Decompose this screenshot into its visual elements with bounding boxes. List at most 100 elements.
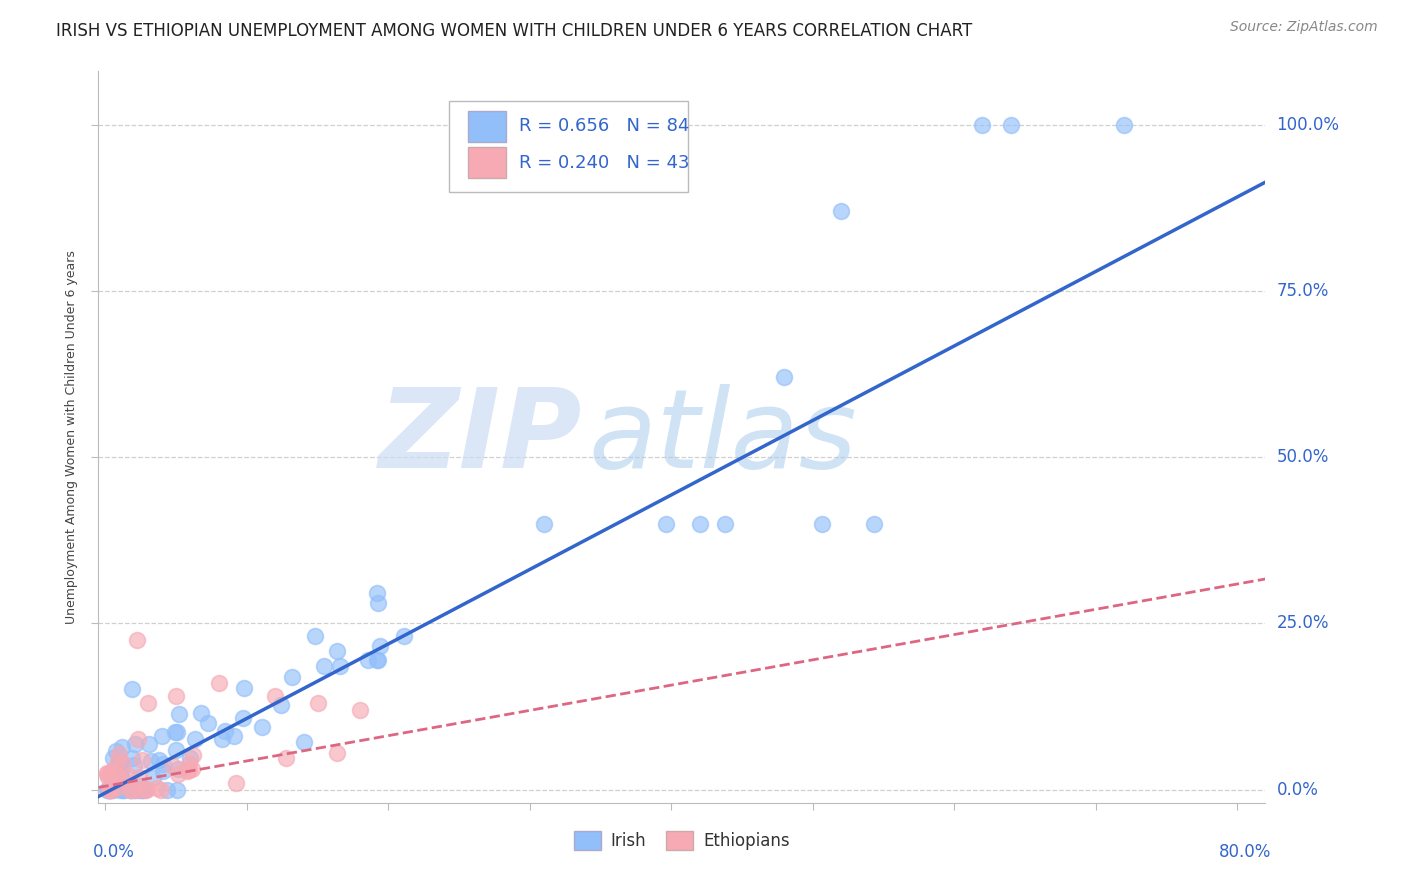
Point [105,768,128,782]
Text: R = 0.240   N = 43: R = 0.240 N = 43 [519,153,689,172]
Point [773,370,796,384]
Point [120,782,142,797]
Point [533,516,555,531]
Text: R = 0.656   N = 84: R = 0.656 N = 84 [519,117,689,136]
Point [1112,118,1135,132]
Point [100,782,122,797]
Point [270,698,292,712]
Point [105,771,128,785]
Point [104,744,127,758]
Point [181,763,204,777]
Text: 75.0%: 75.0% [1277,282,1329,300]
Point [367,653,389,667]
Point [312,659,335,673]
Point [98,782,121,797]
Point [326,644,349,658]
Point [128,779,150,793]
Point [107,754,129,768]
Point [167,762,190,776]
Point [98,765,121,780]
Point [181,748,204,763]
Point [152,764,174,778]
Text: atlas: atlas [589,384,858,491]
Point [197,716,219,731]
Point [811,516,834,531]
Point [233,681,256,696]
Point [97,770,120,784]
Point [177,756,200,771]
Point [211,732,233,747]
Point [100,782,122,797]
Point [118,780,141,795]
Point [101,782,124,797]
Point [225,776,247,790]
Point [167,766,190,780]
Point [111,782,134,797]
Point [863,516,886,531]
Point [179,764,201,778]
Point [281,670,304,684]
Point [128,770,150,784]
Point [120,782,142,797]
Legend: Irish, Ethiopians: Irish, Ethiopians [568,824,796,856]
Point [111,756,134,771]
Point [357,653,380,667]
Point [134,782,156,797]
Point [367,596,389,610]
Point [121,681,143,696]
Point [184,731,207,746]
Point [190,706,212,720]
Point [392,629,415,643]
Point [110,768,132,782]
Point [96,766,118,780]
Point [329,659,352,673]
Point [304,629,326,643]
Point [96,782,118,797]
Point [110,756,132,770]
Point [97,782,120,797]
Text: 0.0%: 0.0% [93,843,135,861]
Text: 25.0%: 25.0% [1277,615,1329,632]
Point [152,757,174,772]
Text: 0.0%: 0.0% [1277,780,1319,798]
Point [105,780,128,794]
Text: 100.0%: 100.0% [1277,116,1340,134]
Point [136,696,159,710]
Point [232,711,254,725]
Point [120,782,142,797]
Point [208,676,231,690]
Point [689,516,711,531]
Point [165,743,187,757]
Point [366,586,388,600]
Point [131,753,153,767]
Point [98,782,121,797]
Point [124,737,146,751]
Point [972,118,994,132]
Point [138,737,160,751]
Point [654,516,676,531]
Point [307,696,329,710]
Point [714,516,737,531]
Point [366,653,388,667]
Point [118,769,141,783]
Point [135,781,157,796]
FancyBboxPatch shape [468,147,506,178]
Point [111,739,134,754]
Point [222,730,245,744]
Point [121,750,143,764]
Point [166,782,188,797]
Point [149,782,172,797]
Point [830,204,852,219]
Point [112,782,135,797]
Point [325,747,347,761]
Point [162,758,184,772]
Point [132,782,155,797]
Point [145,780,167,795]
Point [167,707,190,722]
Point [107,747,129,761]
Point [1000,118,1022,132]
Point [166,724,188,739]
Point [150,729,173,743]
Point [156,782,179,797]
Point [122,782,145,797]
